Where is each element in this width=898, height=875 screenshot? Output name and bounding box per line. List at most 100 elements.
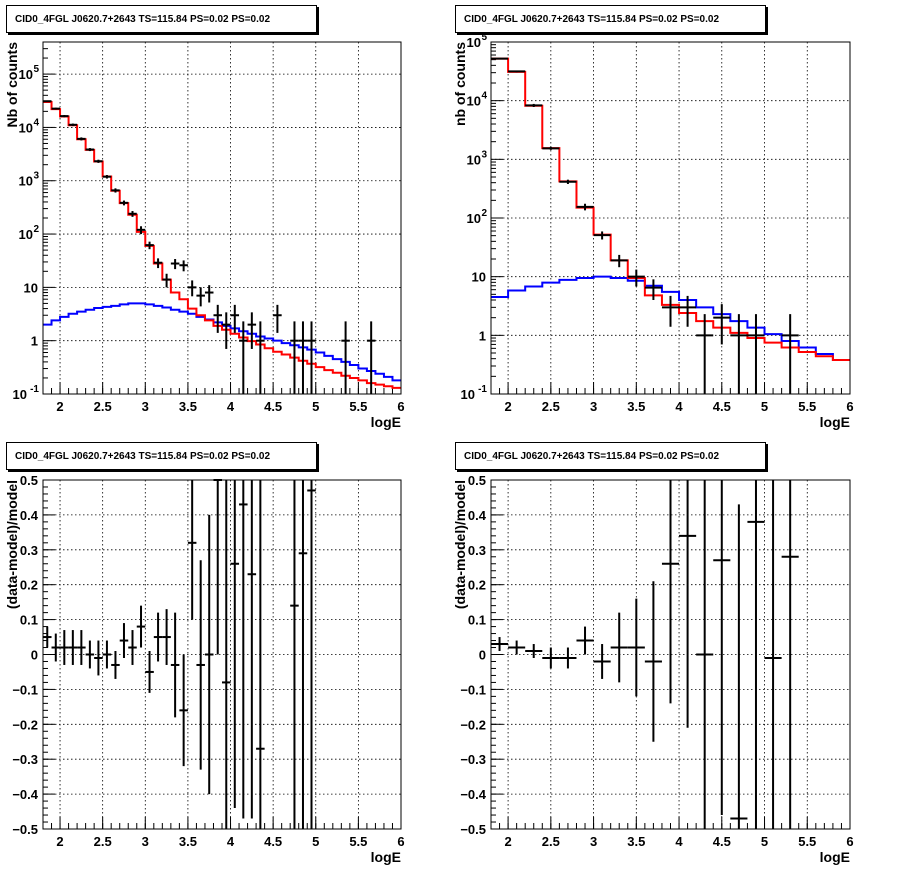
data-point	[730, 314, 748, 394]
y-tick-label: 1	[31, 334, 38, 349]
y-tick-exponent: -1	[478, 384, 487, 395]
data-point	[290, 321, 299, 394]
x-tick-label: 3	[142, 834, 149, 849]
x-tick-label: 4.5	[713, 399, 731, 414]
x-tick-label: 3.5	[179, 834, 197, 849]
chart-residuals-right: 2 2.5 3 3.5 4 4.5 5 5.5 6 −0.5 −0.4 −0.3 −0.2 −0.1 0 0.…	[452, 473, 854, 865]
x-tick-label: 2.5	[94, 834, 112, 849]
residual-point	[43, 626, 52, 648]
residual-point	[162, 609, 171, 665]
x-tick-label: 2	[504, 834, 511, 849]
data-point	[68, 123, 78, 127]
data-point	[170, 259, 180, 270]
data-point	[610, 254, 628, 268]
data-point	[713, 304, 731, 345]
x-tick-label: 5.5	[349, 399, 367, 414]
residual-point	[661, 480, 680, 704]
y-tick-label: 0	[479, 648, 486, 663]
residual-point	[290, 480, 299, 829]
data-point	[696, 314, 714, 394]
residual-point	[196, 560, 205, 770]
data-point	[162, 273, 171, 288]
residual-point	[179, 654, 188, 767]
residual-point	[77, 630, 86, 665]
x-tick-label: 6	[846, 399, 853, 414]
residual-point	[747, 480, 765, 829]
x-tick-label: 4	[675, 399, 683, 414]
y-tick-label: 0.2	[20, 578, 38, 593]
data-point	[525, 103, 543, 107]
residual-point	[170, 612, 180, 718]
residual-point	[204, 514, 214, 795]
residual-point	[136, 605, 146, 648]
data-point	[679, 295, 697, 327]
residual-point	[256, 480, 265, 829]
residual-point	[247, 480, 257, 819]
data-point	[77, 137, 86, 141]
x-tick-label: 4	[227, 399, 235, 414]
chart-title-residuals-right: CID0_4FGL J0620.7+2643 TS=115.84 PS=0.02…	[455, 442, 766, 470]
y-tick-label: 0.2	[468, 578, 486, 593]
x-axis-title: logE	[371, 414, 401, 430]
y-tick-label: −0.4	[460, 787, 486, 802]
y-axis-title: (data-model)/model	[4, 480, 20, 609]
data-point	[187, 280, 197, 297]
residual-point	[222, 480, 231, 829]
residual-point	[230, 480, 240, 809]
residual-point	[307, 480, 316, 829]
residual-point	[713, 480, 731, 816]
x-tick-label: 4.5	[713, 834, 731, 849]
data-point	[196, 287, 205, 307]
residual-point	[576, 626, 594, 655]
x-tick-label: 4.5	[264, 834, 282, 849]
y-tick-label: 0.1	[20, 613, 38, 628]
residual-point	[239, 480, 248, 819]
residual-point	[730, 504, 748, 829]
data-point	[51, 107, 61, 110]
x-tick-label: 6	[846, 834, 853, 849]
data-point	[247, 312, 257, 349]
data-point	[273, 304, 282, 333]
data-point	[747, 314, 765, 394]
y-tick-label: 0.5	[20, 473, 38, 488]
data-point	[136, 226, 146, 235]
residual-point	[145, 651, 154, 693]
y-tick-label: −0.2	[460, 717, 486, 732]
x-tick-label: 5	[312, 399, 319, 414]
data-point	[179, 260, 188, 272]
x-tick-label: 6	[397, 399, 404, 414]
data-point	[256, 321, 265, 394]
y-tick-label: 10	[13, 387, 27, 402]
pad-bottom-left: 2 2.5 3 3.5 4 4.5 5 5.5 6 −0.5 −0.4 −0.3 −0.2 −0.1 0 0.…	[0, 437, 449, 875]
x-tick-label: 5.5	[798, 834, 816, 849]
x-tick-label: 3	[590, 399, 597, 414]
x-tick-label: 5	[761, 399, 768, 414]
x-tick-label: 2	[504, 399, 511, 414]
data-point	[102, 175, 112, 179]
y-tick-label: 1	[479, 328, 486, 343]
data-point	[204, 285, 214, 303]
residual-point	[128, 630, 137, 665]
data-point	[239, 321, 248, 394]
y-tick-label: 10	[461, 387, 475, 402]
chart-title-residuals-left: CID0_4FGL J0620.7+2643 TS=115.84 PS=0.02…	[6, 442, 317, 470]
x-tick-label: 5	[312, 834, 319, 849]
y-tick-label: 0.3	[20, 543, 38, 558]
residual-point	[491, 637, 509, 652]
x-tick-label: 6	[397, 834, 404, 849]
y-tick-label: 10	[467, 94, 481, 109]
y-tick-exponent: 5	[481, 32, 487, 43]
data-point	[43, 100, 52, 103]
residual-point	[111, 651, 120, 679]
y-tick-label: 0.4	[20, 508, 39, 523]
residual-point	[525, 644, 543, 658]
data-point	[593, 231, 611, 240]
y-tick-label: 10	[467, 35, 481, 50]
data-point	[60, 114, 69, 118]
residual-point	[51, 633, 61, 662]
y-axis-title: (data-model)/model	[452, 480, 468, 609]
residual-point	[679, 480, 697, 728]
residual-point	[781, 480, 799, 829]
residual-point	[696, 480, 714, 829]
